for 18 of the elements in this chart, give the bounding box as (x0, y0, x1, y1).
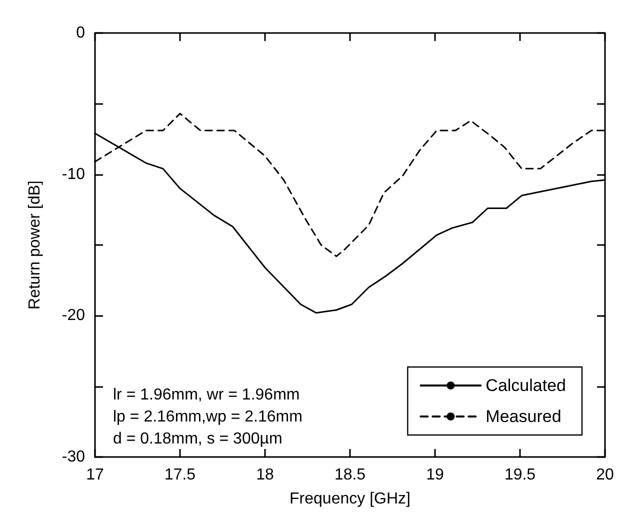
y-tick-label: -20 (62, 307, 86, 324)
x-tick-label: 17 (86, 466, 104, 484)
annotation: lr = 1.96mm, wr = 1.96mm (113, 386, 300, 404)
x-axis-title: Frequency [GHz] (290, 490, 410, 508)
legend-label: Measured (486, 407, 562, 426)
y-tick-label: 0 (76, 24, 86, 42)
y-tick-label: -10 (62, 166, 86, 183)
x-tick-label: 18 (256, 466, 274, 484)
y-axis-title: Return power [dB] (26, 180, 44, 310)
x-tick-label: 19 (426, 466, 444, 484)
y-tick-label: -30 (62, 448, 86, 466)
annotation: d = 0.18mm, s = 300µm (113, 430, 282, 448)
legend-label: Calculated (486, 376, 566, 395)
x-tick-label: 20 (596, 466, 614, 484)
x-tick-label: 18.5 (334, 466, 366, 484)
x-tick-label: 19.5 (504, 466, 536, 484)
x-tick-label: 17.5 (164, 466, 196, 484)
annotation: lp = 2.16mm,wp = 2.16mm (113, 408, 302, 426)
